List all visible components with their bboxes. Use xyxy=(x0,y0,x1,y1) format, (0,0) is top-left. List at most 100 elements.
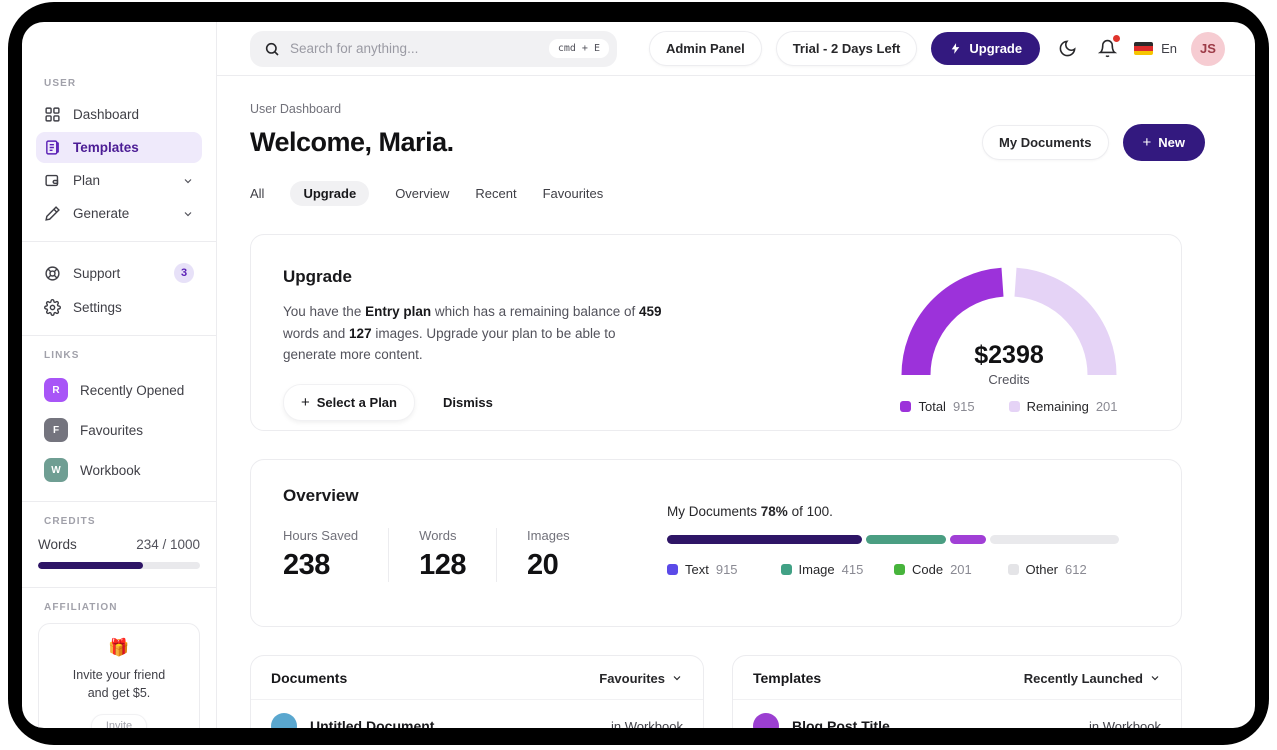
plus-icon: + xyxy=(1142,134,1152,151)
stat-label: Words xyxy=(419,528,457,543)
sidebar-section-user: USER xyxy=(44,78,77,89)
tab-upgrade[interactable]: Upgrade xyxy=(290,181,370,206)
sidebar-item-templates[interactable]: Templates xyxy=(36,132,202,163)
templates-filter-dropdown[interactable]: Recently Launched xyxy=(1024,671,1161,686)
gauge-center: $2398 Credits xyxy=(899,341,1119,387)
sidebar-item-settings[interactable]: Settings xyxy=(36,292,202,323)
my-documents-button[interactable]: My Documents xyxy=(982,125,1109,160)
legend-swatch xyxy=(894,564,905,575)
notification-dot xyxy=(1113,34,1121,42)
bottom-lists: Documents Favourites Untitled Document i… xyxy=(250,655,1205,728)
documents-progress: My Documents 78% of 100. Text 915 xyxy=(667,504,1121,577)
document-name: Untitled Document xyxy=(310,718,435,728)
sidebar-link-workbook[interactable]: W Workbook xyxy=(36,451,202,489)
page-title: Welcome, Maria. xyxy=(250,127,454,157)
dismiss-button[interactable]: Dismiss xyxy=(442,394,493,410)
legend-value: 612 xyxy=(1065,562,1087,577)
images-remaining: 127 xyxy=(349,325,372,341)
sidebar-item-plan[interactable]: Plan xyxy=(36,165,202,196)
stat-value: 20 xyxy=(527,549,559,581)
lifebuoy-icon xyxy=(45,265,60,281)
stat-hours-saved: Hours Saved 238 xyxy=(283,528,388,582)
legend-value: 201 xyxy=(1095,399,1118,414)
legend-label: Total xyxy=(918,399,946,414)
template-location: in Workbook xyxy=(1088,718,1161,729)
sidebar-section-affiliation: AFFILIATION xyxy=(44,602,118,613)
affiliation-card: 🎁 Invite your friend and get $5. Invite xyxy=(38,623,200,728)
upgrade-card-title: Upgrade xyxy=(283,267,352,286)
sidebar-item-support[interactable]: Support 3 xyxy=(36,256,202,290)
tab-all[interactable]: All xyxy=(250,186,265,201)
search-input[interactable] xyxy=(290,41,539,56)
stat-words: Words 128 xyxy=(388,528,496,582)
chevron-down-icon xyxy=(673,676,681,681)
user-avatar[interactable]: JS xyxy=(1191,31,1225,66)
legend-swatch xyxy=(667,564,678,575)
progress-prefix: My Documents xyxy=(667,504,761,519)
plan-name: Entry plan xyxy=(365,304,432,319)
legend-swatch xyxy=(900,401,912,412)
language-switcher[interactable]: En xyxy=(1134,36,1177,62)
bar-segment-other xyxy=(989,535,1120,544)
progress-percent: 78% xyxy=(760,504,788,519)
bell-icon xyxy=(1097,39,1117,58)
chevron-down-icon xyxy=(184,178,192,183)
sidebar-item-label: Dashboard xyxy=(73,107,140,122)
words-remaining: 459 xyxy=(638,304,662,319)
document-location: in Workbook xyxy=(610,718,683,729)
stat-label: Images xyxy=(527,528,570,543)
templates-card-title: Templates xyxy=(753,670,822,686)
bar-segment-text xyxy=(667,535,863,544)
template-row[interactable]: Blog Post Title in Workbook xyxy=(733,700,1181,728)
gauge-remaining-arc xyxy=(1014,267,1117,376)
gauge-chart: $2398 Credits xyxy=(899,261,1119,387)
sidebar-link-recently-opened[interactable]: R Recently Opened xyxy=(36,371,202,409)
credits-value: 234 / 1000 xyxy=(136,537,200,552)
upgrade-button[interactable]: Upgrade xyxy=(931,32,1041,65)
pencil-icon xyxy=(45,206,60,221)
sidebar-item-dashboard[interactable]: Dashboard xyxy=(36,99,202,130)
invite-button[interactable]: Invite xyxy=(90,714,148,728)
tab-recent[interactable]: Recent xyxy=(475,186,517,201)
legend-value: 201 xyxy=(950,562,972,577)
document-row[interactable]: Untitled Document in Workbook xyxy=(251,700,703,728)
tab-favourites[interactable]: Favourites xyxy=(542,186,604,201)
sidebar-link-favourites[interactable]: F Favourites xyxy=(36,411,202,449)
topbar-actions: Admin Panel Trial - 2 Days Left Upgrade … xyxy=(648,31,1225,66)
legend-label: Code xyxy=(912,562,944,577)
stat-value: 238 xyxy=(283,549,330,581)
wallet-icon xyxy=(45,174,59,187)
page-header: Welcome, Maria. My Documents + New xyxy=(250,124,1205,161)
sidebar-item-generate[interactable]: Generate xyxy=(36,198,202,229)
gauge-arcs xyxy=(901,267,1117,376)
progress-suffix: of 100. xyxy=(787,504,833,519)
legend-swatch xyxy=(1008,401,1020,412)
new-button[interactable]: + New xyxy=(1122,124,1205,161)
credits-progress-fill xyxy=(38,562,144,569)
search-bar[interactable]: cmd + E xyxy=(250,30,617,67)
notifications-button[interactable] xyxy=(1094,34,1121,62)
dark-mode-toggle[interactable] xyxy=(1054,36,1080,62)
upgrade-card: Upgrade You have the Entry plan which ha… xyxy=(250,234,1182,431)
trial-button[interactable]: Trial - 2 Days Left xyxy=(775,31,918,66)
legend-label: Text xyxy=(685,562,709,577)
select-plan-button[interactable]: + Select a Plan xyxy=(283,383,415,421)
credits-row: Words 234 / 1000 xyxy=(36,537,202,552)
favourites-badge: F xyxy=(44,418,68,442)
topbar: cmd + E Admin Panel Trial - 2 Days Left … xyxy=(217,22,1255,76)
chevron-down-icon xyxy=(184,211,192,216)
tab-overview[interactable]: Overview xyxy=(395,186,450,201)
legend-other: Other 612 xyxy=(1007,562,1122,577)
moon-icon xyxy=(1059,40,1076,57)
gear-icon xyxy=(44,299,61,316)
breadcrumb: User Dashboard xyxy=(250,102,342,116)
admin-panel-button[interactable]: Admin Panel xyxy=(648,31,762,66)
sidebar-section-links: LINKS xyxy=(44,350,80,361)
overview-card-title: Overview xyxy=(283,486,359,505)
legend-value: 915 xyxy=(715,562,738,577)
legend-code: Code 201 xyxy=(894,562,1008,577)
documents-progress-title: My Documents 78% of 100. xyxy=(667,504,1121,519)
documents-filter-dropdown[interactable]: Favourites xyxy=(599,671,683,686)
credits-gauge: $2398 Credits Total 915 Remaining 201 xyxy=(899,261,1119,414)
documents-card-title: Documents xyxy=(271,670,348,686)
